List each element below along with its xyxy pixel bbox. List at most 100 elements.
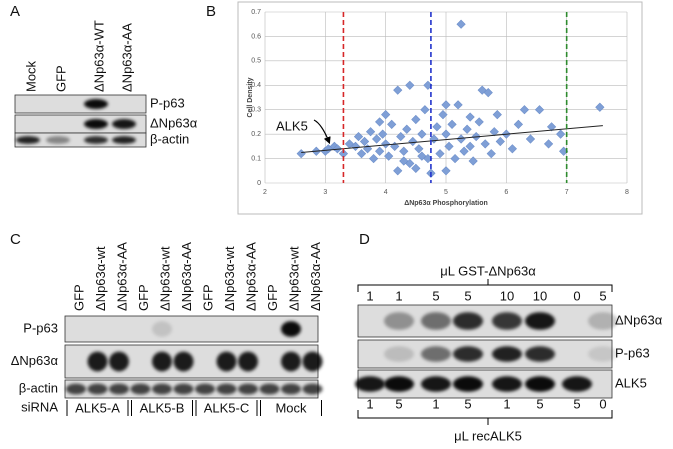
blot-band <box>281 321 301 337</box>
row-label: P-p63 <box>23 320 58 335</box>
lane-label: ΔNp63α-AA <box>243 242 258 311</box>
point <box>447 119 457 129</box>
point <box>595 102 605 112</box>
point <box>417 129 427 139</box>
y-axis-label: Cell Density <box>247 77 254 117</box>
blot-band <box>421 346 451 362</box>
panel-label: A <box>10 3 20 20</box>
blot-band <box>195 383 215 395</box>
point <box>519 105 530 115</box>
point <box>435 149 445 159</box>
point <box>444 141 454 151</box>
row-label: ΔNp63α <box>615 312 663 327</box>
point <box>414 144 424 154</box>
blot-band <box>384 376 414 392</box>
blot-band <box>109 383 129 395</box>
point <box>350 141 361 151</box>
point <box>411 163 421 173</box>
point <box>513 119 523 129</box>
y-tick-label: 0.1 <box>251 155 261 162</box>
point <box>296 149 306 159</box>
top-amount: 5 <box>599 288 606 303</box>
point <box>417 151 427 161</box>
point <box>546 122 557 132</box>
row-label: ΔNp63α <box>150 115 198 130</box>
blot-band <box>66 383 86 395</box>
lane-label: ΔNp63α-wt <box>286 246 301 311</box>
point <box>405 80 415 90</box>
blot-band <box>355 376 385 392</box>
bottom-amount: 5 <box>573 396 580 411</box>
group-label: ALK5-A <box>75 400 120 415</box>
blot-band <box>492 376 522 392</box>
lane-label: ΔNp63α-WT <box>91 20 106 92</box>
y-tick-label: 0.5 <box>251 58 261 65</box>
blot-band <box>173 383 194 395</box>
lane-label: ΔNp63α-AA <box>179 242 194 311</box>
chart-frame <box>237 1 643 215</box>
y-tick-label: 0.2 <box>251 131 261 138</box>
point <box>399 146 409 156</box>
point <box>359 136 370 147</box>
point <box>411 114 421 125</box>
point <box>381 139 391 149</box>
annotation-arrow <box>313 119 331 145</box>
blot-band <box>152 351 172 372</box>
lane-label: Mock <box>23 60 38 92</box>
lane-label: GFP <box>265 284 280 311</box>
lane-label: GFP <box>136 284 151 311</box>
point <box>438 110 448 120</box>
point <box>375 146 385 156</box>
blot-band <box>588 312 618 330</box>
blot-band <box>87 351 108 372</box>
top-amount: 1 <box>395 288 402 303</box>
panel-b: B 0 0.1 0.2 0.3 0.4 0.5 0.6 0.7 2 3 4 5 6 7 8 ΔNp63α Ph… <box>206 1 643 215</box>
bottom-amount: 1 <box>503 396 510 411</box>
group-label: ALK5-C <box>204 400 250 415</box>
blot-band <box>84 136 108 144</box>
blot-strip <box>64 315 319 343</box>
blot-band <box>87 383 108 395</box>
y-tick-label: 0.7 <box>251 9 261 16</box>
blot-band <box>492 346 522 362</box>
blot-band <box>453 312 483 330</box>
point <box>486 149 496 159</box>
point <box>480 139 490 149</box>
blot-band <box>16 136 40 144</box>
blot-band <box>281 383 301 395</box>
lane-label: ΔNp63α-wt <box>93 246 108 311</box>
top-title: μL GST-ΔNp63α <box>440 263 536 278</box>
blot-band <box>109 351 129 372</box>
bottom-amount: 1 <box>366 396 373 411</box>
point <box>489 127 499 137</box>
row-label: P-p63 <box>615 345 650 360</box>
bottom-amount: 5 <box>536 396 543 411</box>
point <box>387 119 397 129</box>
panel-label: D <box>359 231 370 248</box>
blot-band <box>302 383 323 395</box>
row-label: ΔNp63α <box>11 353 59 368</box>
point <box>356 149 367 159</box>
point <box>393 166 403 176</box>
x-tick-label: 4 <box>384 189 388 196</box>
point <box>372 134 382 144</box>
blot-band <box>46 136 70 144</box>
top-amount: 1 <box>366 288 373 303</box>
point <box>432 122 442 132</box>
blot-band <box>525 376 555 392</box>
point <box>468 156 478 166</box>
row-label: P-p63 <box>150 95 185 110</box>
blot-band <box>492 312 522 330</box>
point <box>423 80 433 90</box>
point <box>559 146 569 156</box>
point <box>495 136 505 147</box>
blot-band <box>421 376 451 392</box>
y-tick-label: 0.4 <box>251 82 261 89</box>
bottom-title: μL recALK5 <box>454 428 522 443</box>
point <box>441 100 451 110</box>
bottom-amount: 0 <box>599 396 606 411</box>
point <box>365 127 376 137</box>
x-tick-label: 7 <box>565 189 569 196</box>
point <box>525 134 536 144</box>
